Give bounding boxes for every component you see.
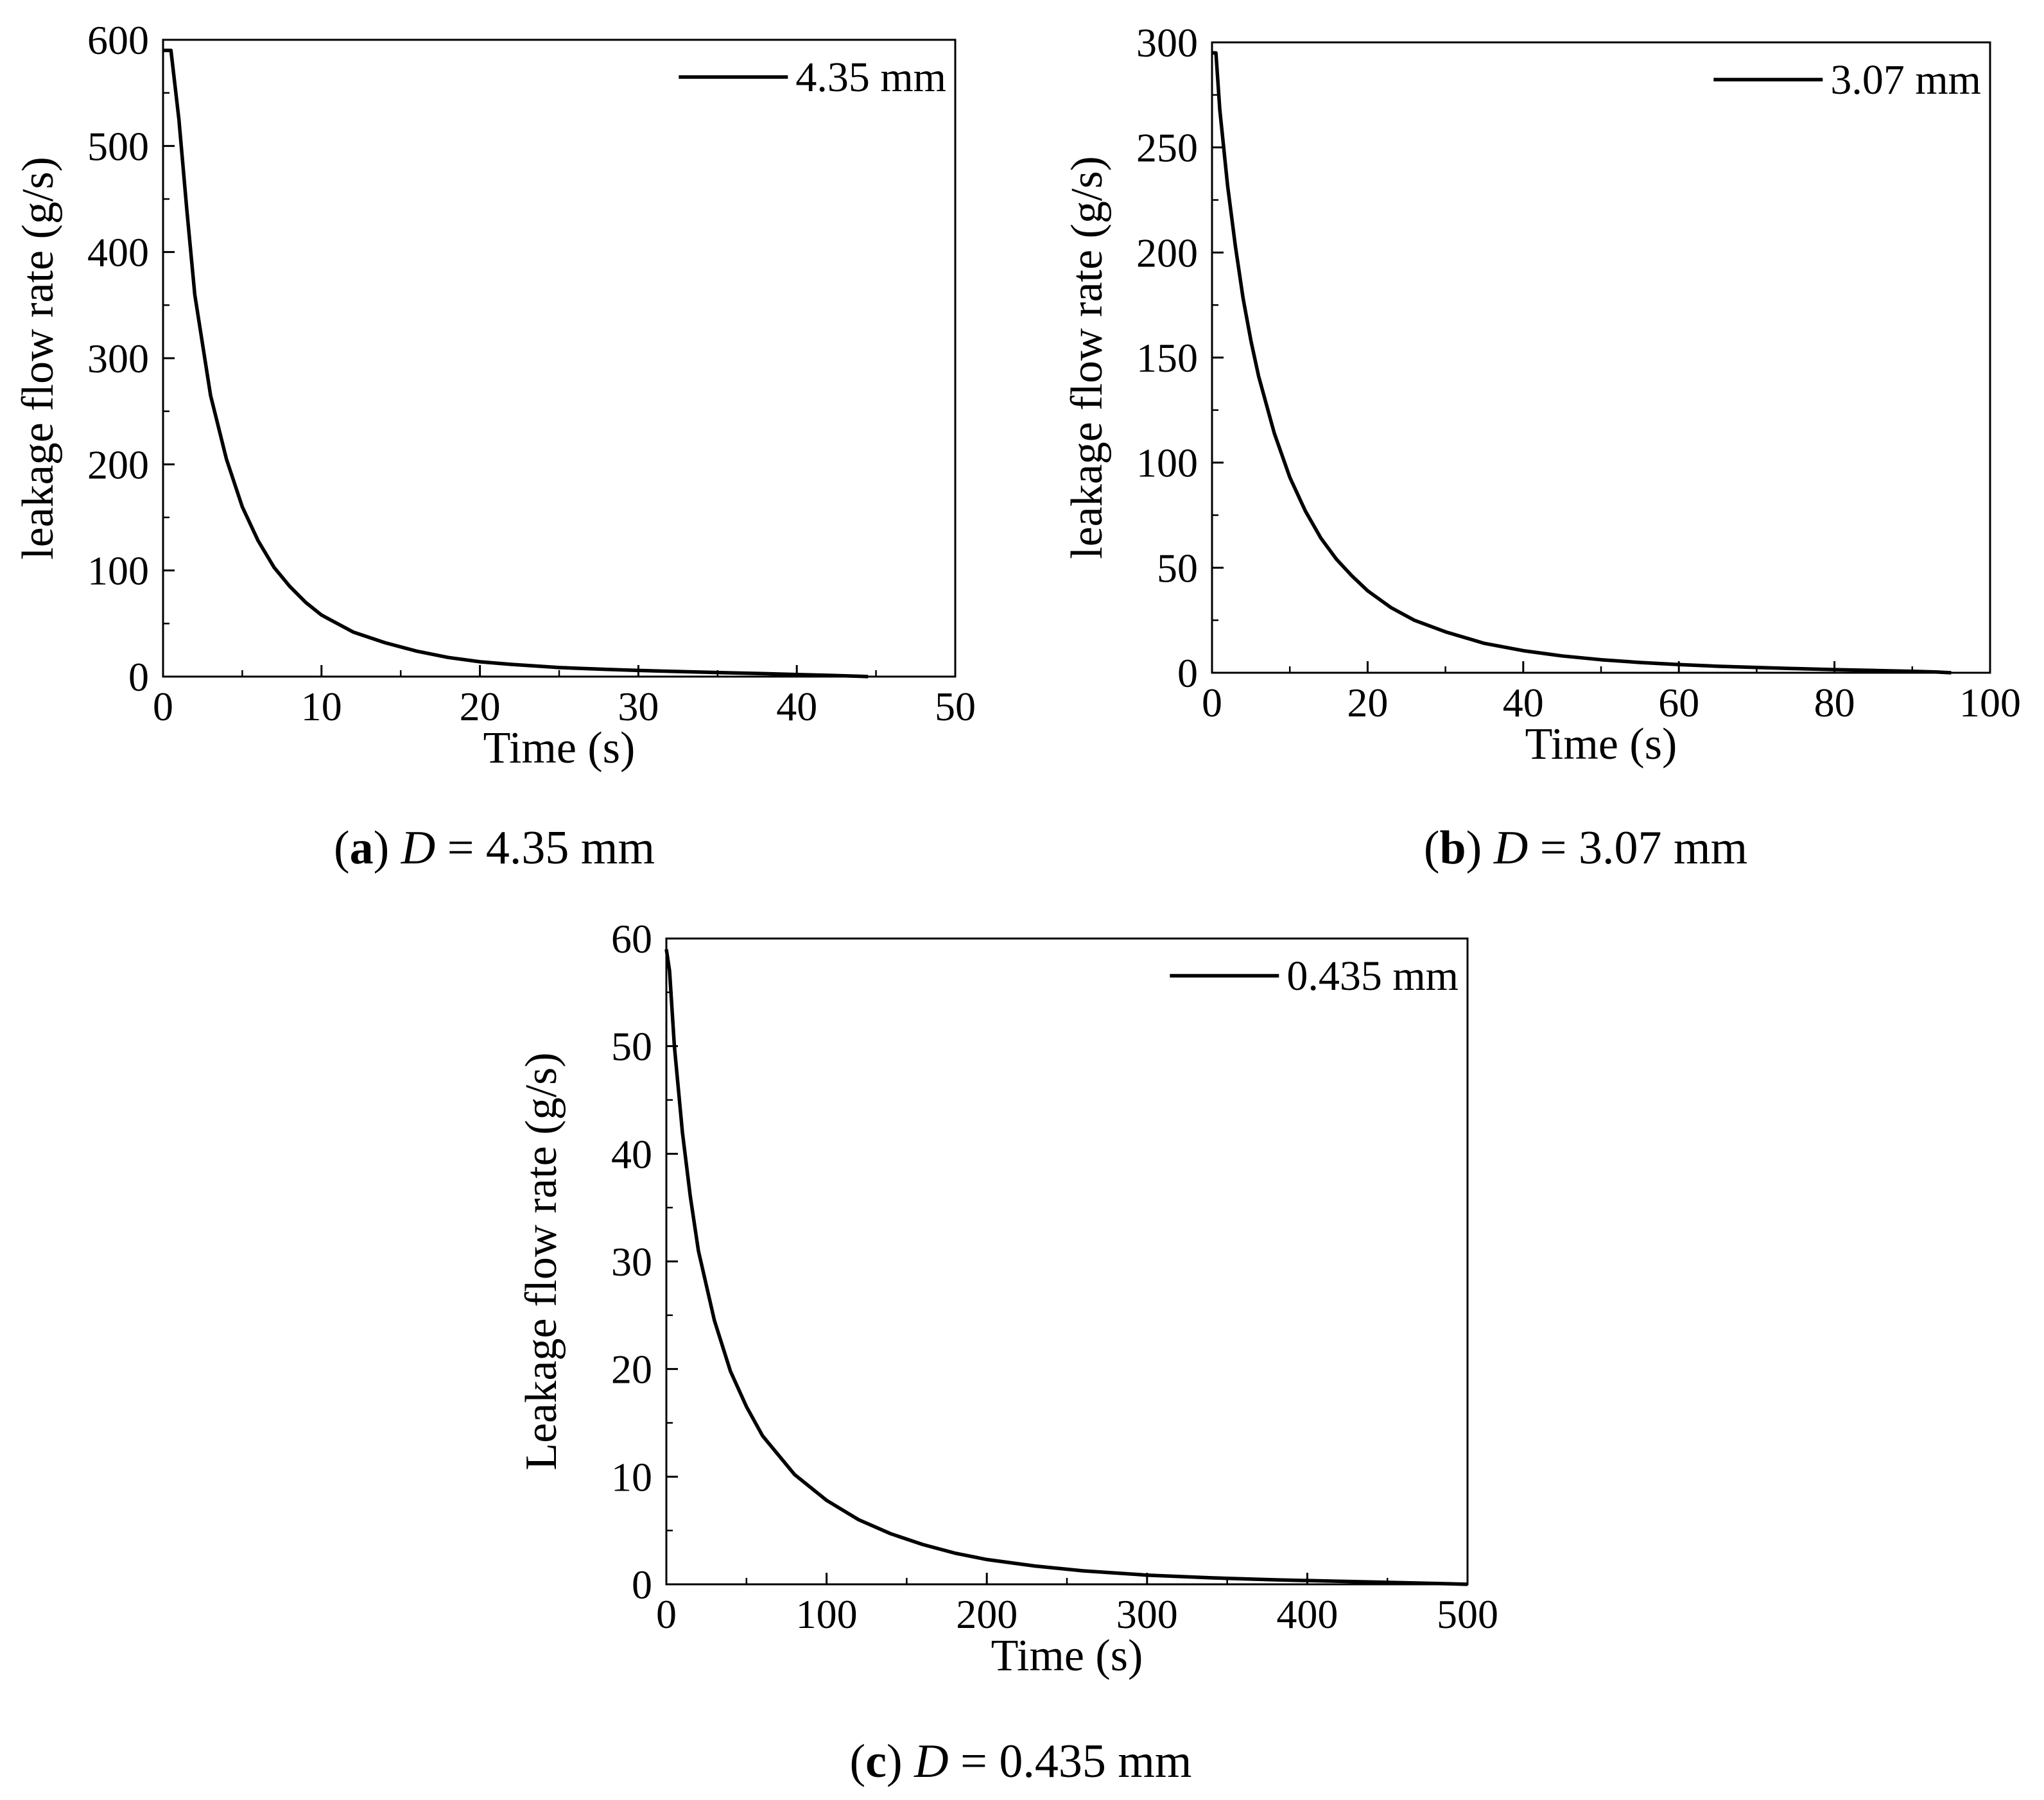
caption-value: = 4.35 mm bbox=[435, 822, 655, 874]
y-tick-label: 0 bbox=[1177, 650, 1198, 696]
chart-panel-c: 0 100 200 300 400 500 0 10 20 30 40 50 60 Time (s) Lea… bbox=[517, 916, 1498, 1788]
y-tick-label: 300 bbox=[87, 336, 149, 381]
x-tick-label: 50 bbox=[935, 684, 976, 729]
x-tick-label: 20 bbox=[1347, 680, 1388, 725]
panel-caption: (b) D = 3.07 mm bbox=[1424, 822, 1747, 874]
x-tick-label: 0 bbox=[656, 1591, 677, 1637]
y-tick-label: 400 bbox=[87, 230, 149, 275]
x-axis-title: Time (s) bbox=[1525, 720, 1677, 769]
x-tick-label: 0 bbox=[1202, 680, 1222, 725]
y-tick-label: 10 bbox=[611, 1454, 652, 1500]
x-tick-label: 0 bbox=[153, 684, 173, 729]
y-tick-label: 500 bbox=[87, 123, 149, 169]
x-tick-label: 60 bbox=[1658, 680, 1699, 725]
y-tick-label: 150 bbox=[1136, 335, 1198, 381]
panel-caption: (a) D = 4.35 mm bbox=[334, 822, 655, 874]
x-tick-label: 40 bbox=[1503, 680, 1544, 725]
y-tick-label: 60 bbox=[611, 916, 652, 962]
legend-label: 0.435 mm bbox=[1286, 953, 1459, 1000]
x-tick-label: 100 bbox=[1959, 680, 2021, 725]
caption-variable: D bbox=[914, 1735, 948, 1788]
x-axis-title: Time (s) bbox=[991, 1631, 1143, 1681]
caption-value: = 0.435 mm bbox=[949, 1735, 1192, 1788]
plot-frame bbox=[1211, 41, 1991, 674]
x-tick-label: 10 bbox=[301, 684, 342, 729]
y-tick-label: 0 bbox=[632, 1562, 652, 1607]
caption-letter: a bbox=[350, 822, 374, 874]
series-line bbox=[1212, 51, 1952, 675]
caption-close: ) bbox=[887, 1735, 914, 1788]
x-tick-label: 40 bbox=[776, 684, 817, 729]
series-line bbox=[664, 949, 1468, 1586]
y-tick-label: 0 bbox=[128, 654, 149, 700]
x-tick-label: 100 bbox=[796, 1591, 858, 1637]
x-tick-label: 80 bbox=[1814, 680, 1855, 725]
y-tick-label: 100 bbox=[87, 548, 149, 594]
x-tick-label: 300 bbox=[1116, 1591, 1178, 1637]
caption-close: ) bbox=[374, 822, 401, 874]
legend-label: 4.35 mm bbox=[795, 54, 946, 101]
y-tick-label: 200 bbox=[87, 442, 149, 487]
x-tick-label: 400 bbox=[1276, 1591, 1338, 1637]
x-tick-label: 500 bbox=[1437, 1591, 1498, 1637]
chart-panel-b: 0 20 40 60 80 100 0 50 100 150 200 250 300 Time (s) le… bbox=[1062, 20, 2021, 874]
plot-frame bbox=[665, 937, 1469, 1586]
y-tick-label: 50 bbox=[1157, 545, 1198, 591]
caption-letter: b bbox=[1440, 822, 1466, 874]
legend-label: 3.07 mm bbox=[1830, 56, 1981, 103]
y-tick-label: 100 bbox=[1136, 440, 1198, 486]
series-line bbox=[163, 48, 869, 679]
x-axis-title: Time (s) bbox=[483, 723, 636, 773]
x-tick-label: 30 bbox=[618, 684, 659, 729]
y-tick-label: 30 bbox=[611, 1239, 652, 1285]
y-axis-title: leakage flow rate (g/s) bbox=[1062, 156, 1112, 559]
plot-frame bbox=[162, 39, 957, 678]
y-tick-label: 600 bbox=[87, 17, 149, 63]
x-tick-label: 20 bbox=[460, 684, 501, 729]
y-tick-label: 50 bbox=[611, 1024, 652, 1069]
y-tick-label: 40 bbox=[611, 1131, 652, 1177]
caption-open: ( bbox=[334, 822, 350, 874]
caption-variable: D bbox=[401, 822, 435, 874]
caption-variable: D bbox=[1493, 822, 1528, 874]
caption-open: ( bbox=[850, 1735, 866, 1788]
y-axis-title: Leakage flow rate (g/s) bbox=[517, 1052, 566, 1470]
caption-value: = 3.07 mm bbox=[1528, 822, 1747, 874]
panel-caption: (c) D = 0.435 mm bbox=[850, 1735, 1192, 1788]
x-tick-label: 200 bbox=[956, 1591, 1018, 1637]
y-tick-label: 250 bbox=[1136, 125, 1198, 171]
y-tick-label: 20 bbox=[611, 1347, 652, 1392]
y-tick-label: 300 bbox=[1136, 20, 1198, 65]
y-axis-title: leakage flow rate (g/s) bbox=[13, 157, 63, 560]
caption-open: ( bbox=[1424, 822, 1440, 874]
y-tick-label: 200 bbox=[1136, 230, 1198, 275]
caption-letter: c bbox=[865, 1735, 887, 1788]
caption-close: ) bbox=[1466, 822, 1494, 874]
